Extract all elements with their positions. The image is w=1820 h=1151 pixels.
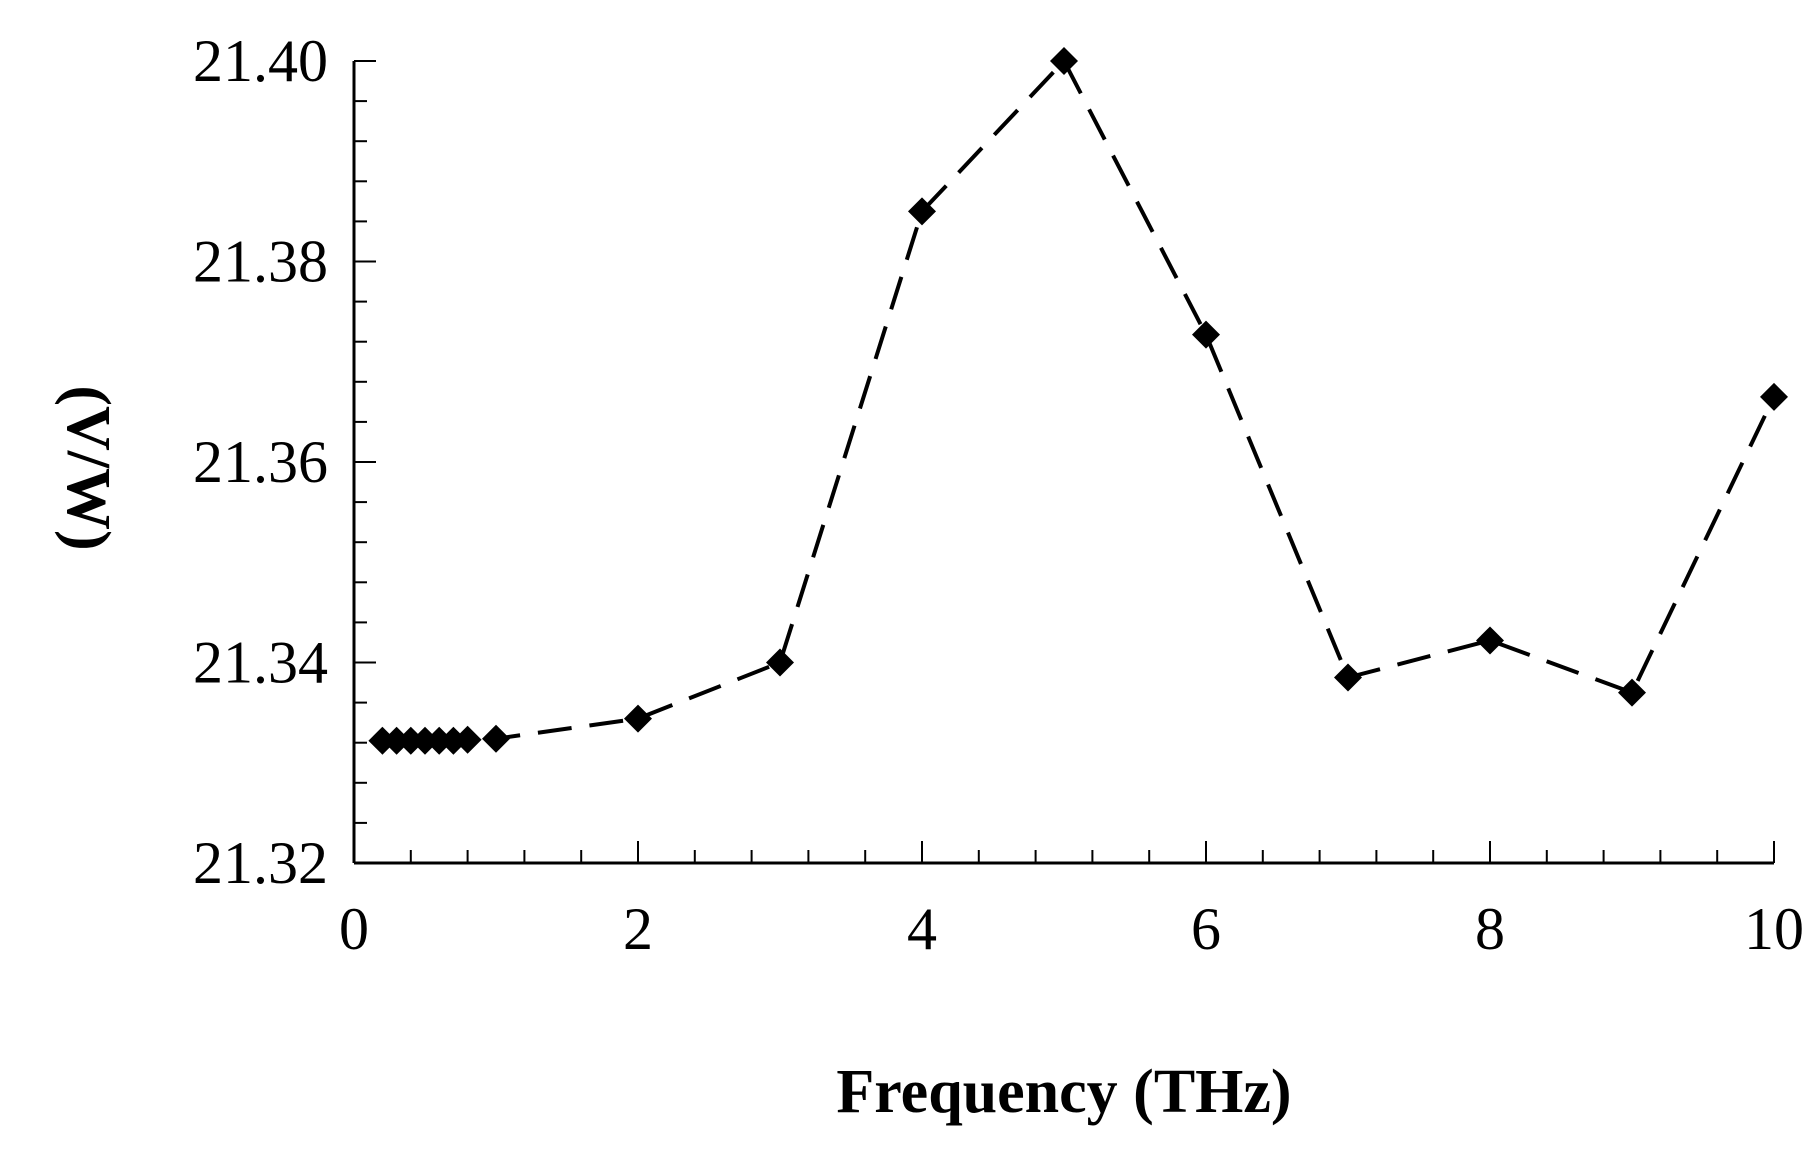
series-line xyxy=(382,59,1776,743)
data-point-marker xyxy=(368,726,397,755)
y-tick-label: 21.34 xyxy=(193,630,328,696)
axes xyxy=(352,61,1774,865)
data-point-marker xyxy=(411,726,439,755)
data-point-marker xyxy=(482,724,510,753)
y-tick-label: 21.38 xyxy=(193,229,328,295)
data-point-marker xyxy=(396,726,425,755)
data-point-marker xyxy=(1050,47,1078,75)
series xyxy=(368,47,1788,755)
x-tick-label: 8 xyxy=(1475,896,1505,962)
x-tick-label: 4 xyxy=(907,896,937,962)
x-axis-title: Frequency (THz) xyxy=(836,1058,1291,1126)
x-tick-label: 6 xyxy=(1191,896,1221,962)
y-tick-label: 21.36 xyxy=(193,429,328,495)
data-point-marker xyxy=(1760,382,1788,411)
data-point-marker xyxy=(1618,678,1646,707)
tick-labels: 0 2 4 6 8 10 21.32 21.34 21.36 21.38 21.40 xyxy=(193,28,1804,962)
x-tick-label: 0 xyxy=(339,896,369,962)
data-point-marker xyxy=(1192,320,1220,349)
data-point-marker xyxy=(1476,626,1504,655)
data-point-marker xyxy=(453,725,482,754)
y-tick-label: 21.40 xyxy=(193,28,328,94)
data-point-marker xyxy=(766,648,794,677)
y-axis-title: (V/W) xyxy=(54,385,122,550)
data-point-marker xyxy=(382,726,411,755)
x-tick-label: 10 xyxy=(1744,896,1804,962)
data-point-marker xyxy=(624,704,652,733)
data-point-marker xyxy=(908,197,936,226)
y-tick-label: 21.32 xyxy=(193,830,328,896)
data-point-marker xyxy=(1334,663,1362,692)
data-point-marker xyxy=(425,726,454,755)
x-tick-label: 2 xyxy=(623,896,653,962)
axis-ticks xyxy=(353,60,1775,864)
